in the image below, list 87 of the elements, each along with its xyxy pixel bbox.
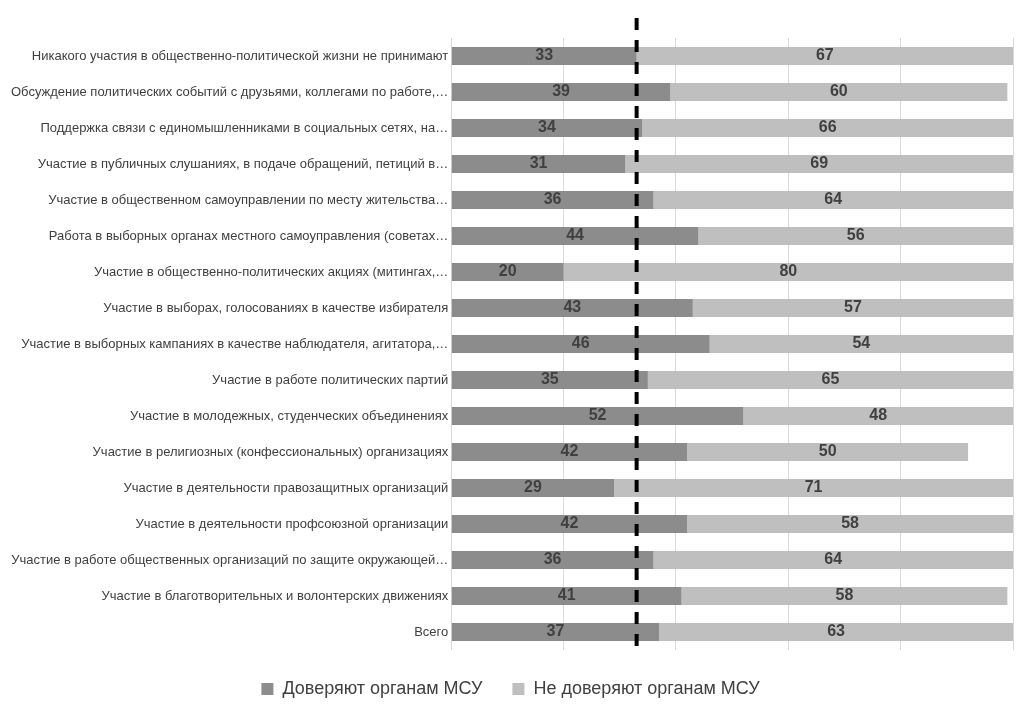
- data-label: 34: [538, 118, 556, 136]
- y-tick-label: Участие в выборах, голосованиях в качестве избирателя: [103, 299, 449, 315]
- y-tick-label: Всего: [414, 623, 449, 639]
- bar: [451, 407, 744, 425]
- data-label: 58: [835, 586, 854, 604]
- bar: [451, 83, 671, 101]
- bar: [636, 47, 1013, 65]
- data-label: 58: [841, 514, 860, 532]
- data-label: 44: [566, 226, 585, 244]
- bar: [614, 479, 1013, 497]
- data-label: 69: [810, 154, 829, 172]
- y-tick-label: Участие в общественно-политических акциях (митингах,…: [93, 263, 449, 279]
- bar: [659, 623, 1013, 641]
- data-label: 57: [844, 298, 862, 316]
- y-tick-label: Участие в религиозных (конфессиональных) организациях: [92, 443, 449, 459]
- data-label: 36: [543, 550, 562, 568]
- y-tick-label: Никакого участия в общественно-политической жизни не принимают: [31, 47, 449, 63]
- data-label: 36: [543, 190, 562, 208]
- bar: [692, 299, 1013, 317]
- y-tick-label: Участие в выборных кампаниях в качестве наблюдателя, агитатора,…: [21, 335, 449, 351]
- y-tick-label: Участие в деятельности профсоюзной организации: [135, 515, 449, 531]
- data-label: 63: [827, 622, 846, 640]
- data-label: 33: [535, 46, 554, 64]
- bar: [743, 407, 1013, 425]
- data-label: 29: [524, 478, 542, 496]
- y-tick-label: Участие в работе общественных организаций по защите окружающей…: [11, 551, 449, 567]
- y-tick-label: Участие в публичных слушаниях, в подаче обращений, петиций в…: [37, 155, 449, 171]
- bar: [451, 227, 699, 245]
- bar: [698, 227, 1013, 245]
- data-label: 37: [546, 622, 565, 640]
- data-label: 64: [824, 550, 843, 568]
- y-tick-label: Участие в деятельности правозащитных организаций: [123, 479, 449, 495]
- bar: [451, 623, 660, 641]
- bar: [670, 83, 1008, 101]
- data-label: 52: [588, 406, 607, 424]
- y-tick-label: Обсуждение политических событий с друзьями, коллегами по работе,…: [10, 83, 449, 99]
- bar: [451, 551, 654, 569]
- data-label: 80: [779, 262, 798, 280]
- bar: [451, 335, 710, 353]
- bar: [681, 587, 1008, 605]
- data-label: 56: [846, 226, 865, 244]
- data-label: 66: [818, 118, 837, 136]
- data-label: 39: [552, 82, 571, 100]
- y-tick-label: Поддержка связи с единомышленниками в социальных сетях, на…: [40, 119, 449, 135]
- bar: [451, 479, 615, 497]
- data-label: 71: [804, 478, 823, 496]
- bar: [642, 119, 1013, 137]
- bar: [451, 587, 682, 605]
- data-label: 42: [560, 514, 579, 532]
- bar: [451, 515, 688, 533]
- data-label: 20: [498, 262, 517, 280]
- legend-label: Не доверяют органам МСУ: [533, 677, 761, 698]
- bar: [687, 515, 1013, 533]
- legend-label: Доверяют органам МСУ: [282, 677, 483, 698]
- bar: [451, 155, 626, 173]
- bar: [451, 47, 637, 65]
- y-tick-label: Участие в благотворительных и волонтерских движениях: [101, 587, 449, 603]
- y-tick-label: Работа в выборных органах местного самоуправления (советах…: [48, 227, 449, 243]
- bar: [451, 443, 688, 461]
- data-label: 46: [571, 334, 590, 352]
- bar: [687, 443, 969, 461]
- data-label: 43: [563, 298, 582, 316]
- data-label: 60: [829, 82, 848, 100]
- data-label: 64: [824, 190, 843, 208]
- data-label: 35: [540, 370, 559, 388]
- data-label: 65: [821, 370, 840, 388]
- data-label: 54: [852, 334, 871, 352]
- data-label: 48: [869, 406, 888, 424]
- bar: [451, 299, 693, 317]
- bar: [451, 191, 654, 209]
- y-tick-label: Участие в молодежных, студенческих объединениях: [129, 407, 449, 423]
- bar: [451, 263, 564, 281]
- bar: [647, 371, 1013, 389]
- bar: [653, 551, 1013, 569]
- bar: [625, 155, 1013, 173]
- data-label: 67: [815, 46, 834, 64]
- data-label: 42: [560, 442, 579, 460]
- bar: [653, 191, 1013, 209]
- bar: [451, 119, 643, 137]
- bar: [563, 263, 1013, 281]
- data-label: 31: [529, 154, 548, 172]
- bar: [451, 371, 648, 389]
- y-tick-label: Участие в общественном самоуправлении по месту жительства…: [48, 191, 449, 207]
- data-label: 50: [818, 442, 837, 460]
- y-tick-label: Участие в работе политических партий: [212, 371, 449, 387]
- bar: [709, 335, 1013, 353]
- data-label: 41: [557, 586, 576, 604]
